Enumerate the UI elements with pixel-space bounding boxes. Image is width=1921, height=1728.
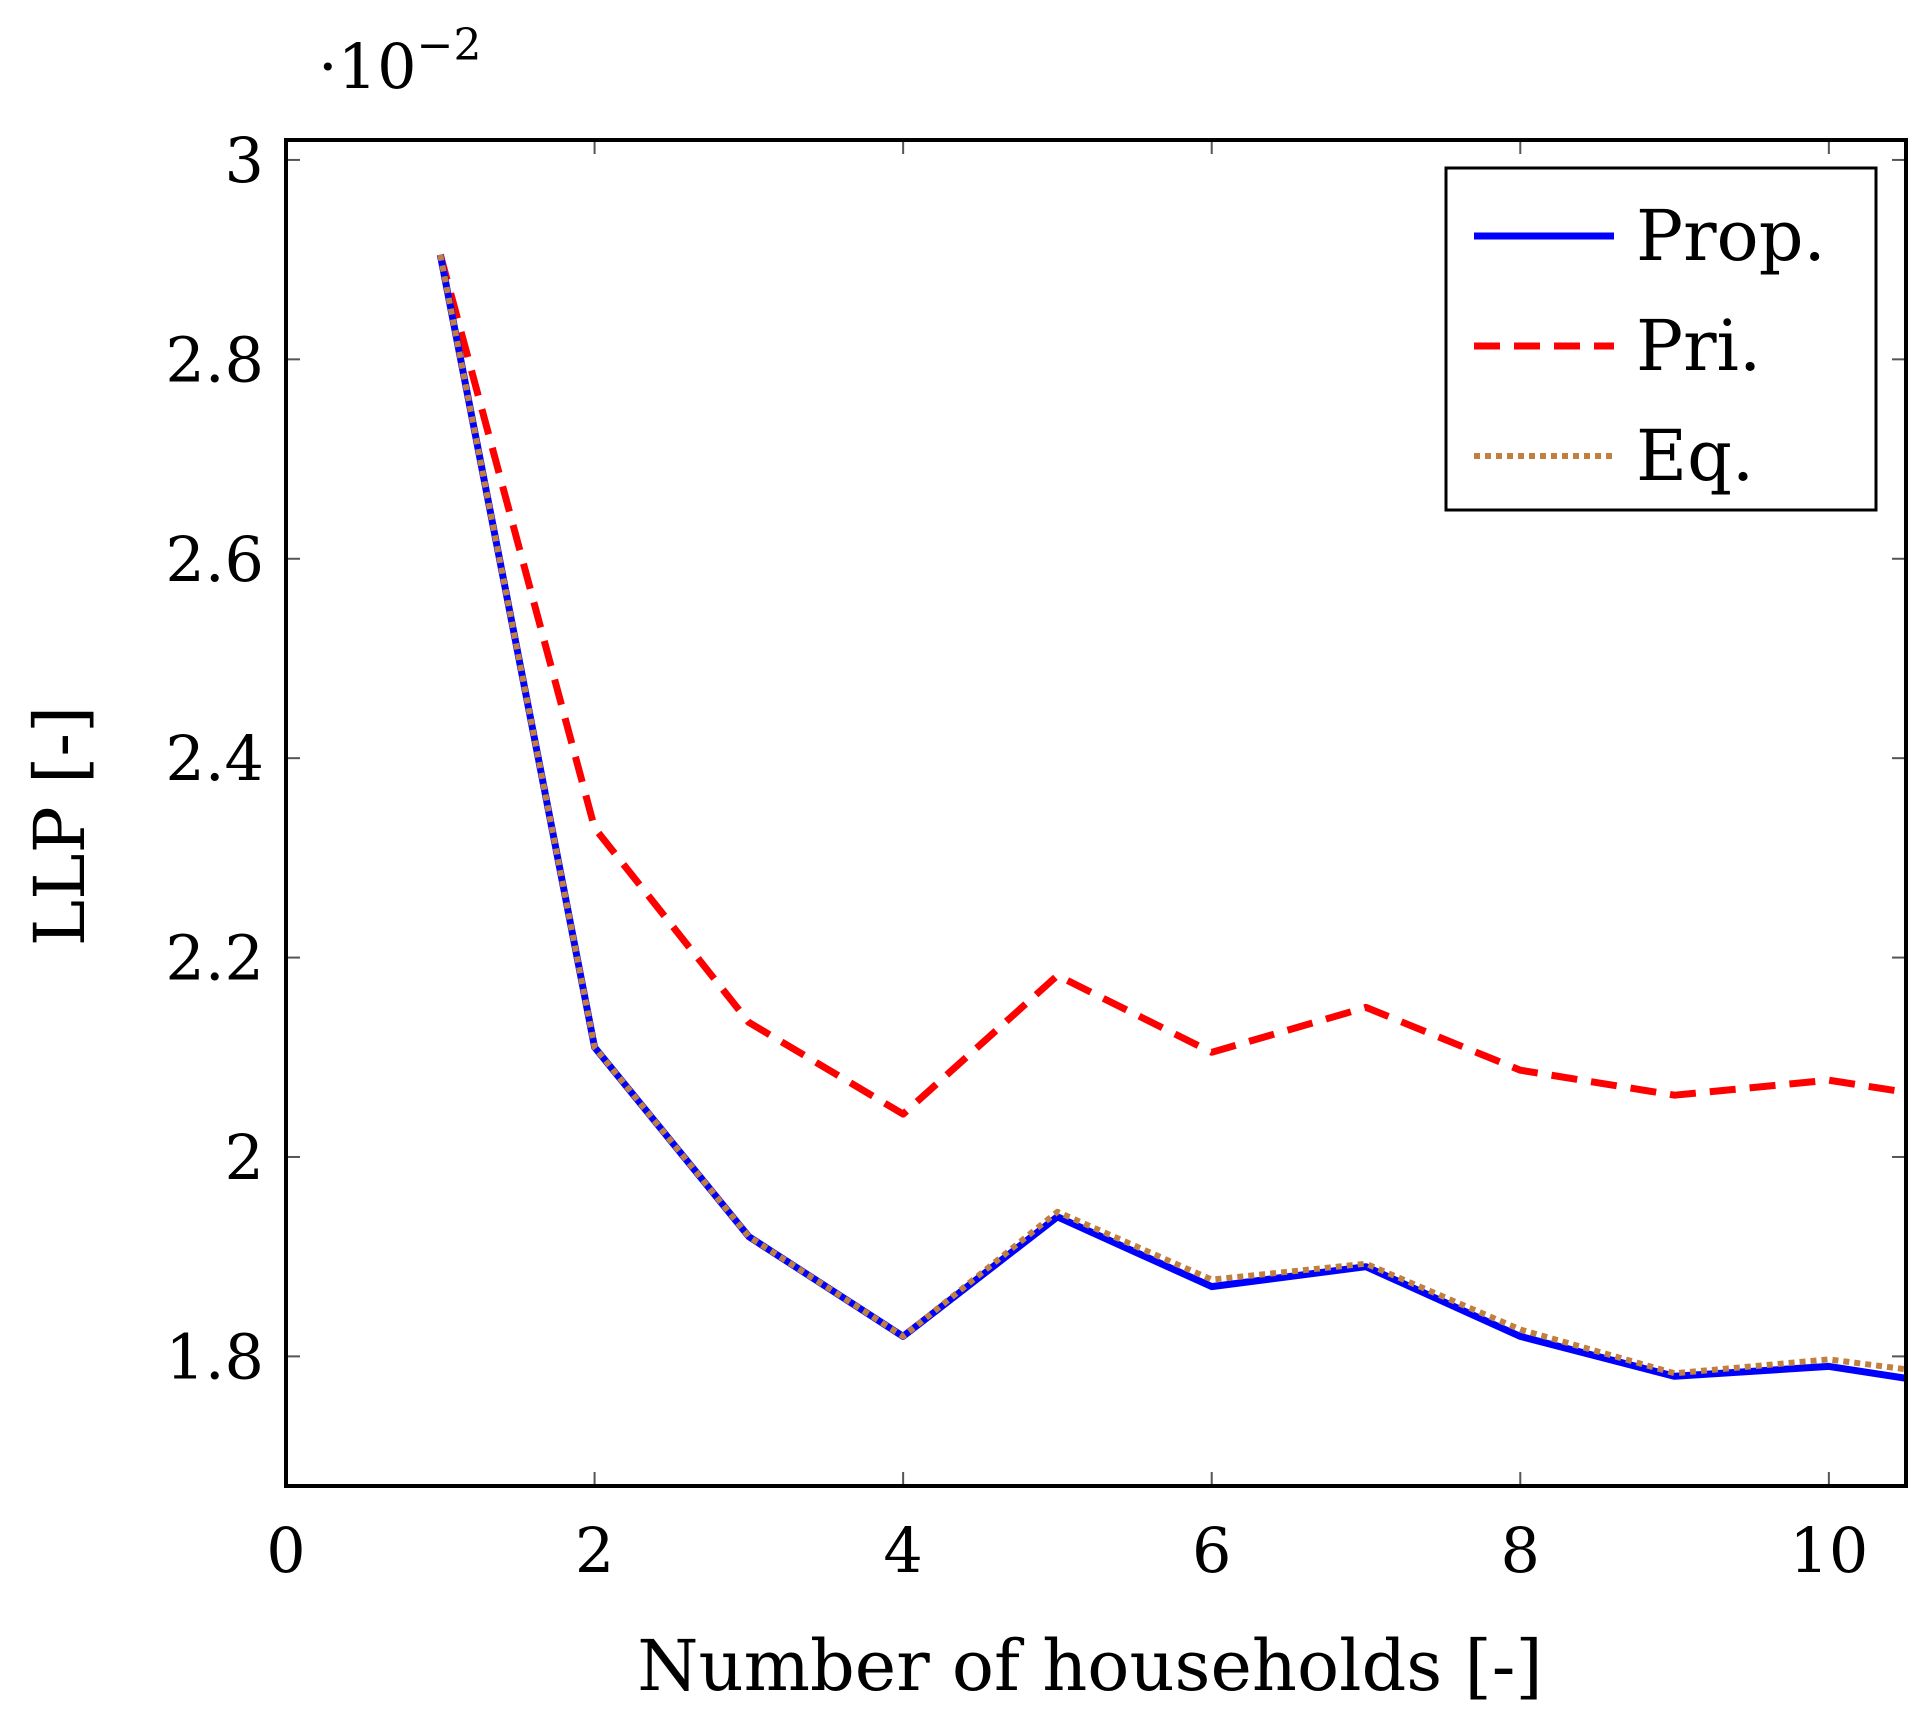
y-tick-label: 3	[225, 124, 264, 197]
y-tick-label: 2.4	[165, 722, 264, 795]
x-axis-label: Number of households [-]	[637, 1625, 1543, 1707]
legend: Prop. Pri. Eq.	[1444, 166, 1878, 512]
x-tick-label: 0	[266, 1514, 305, 1587]
y-tick-label: 2.6	[165, 523, 264, 596]
y-axis-label: LLP [-]	[19, 706, 101, 947]
legend-label: Prop.	[1636, 195, 1826, 277]
y-tick-label: 2.2	[165, 922, 264, 995]
x-tick-label: 8	[1501, 1514, 1540, 1587]
series-line-eq	[437, 254, 1907, 1377]
y-multiplier-exponent: −2	[417, 20, 482, 71]
x-tick-label: 6	[1192, 1514, 1231, 1587]
x-tick-label: 4	[883, 1514, 922, 1587]
y-multiplier-base: ·10	[318, 30, 417, 103]
legend-label: Eq.	[1636, 415, 1754, 497]
legend-box	[1444, 166, 1878, 512]
series-layer	[436, 253, 1907, 1382]
x-tick-label: 10	[1789, 1514, 1868, 1587]
legend-label: Pri.	[1636, 305, 1761, 387]
y-tick-label: 2	[225, 1121, 264, 1194]
x-tick-label: 2	[575, 1514, 614, 1587]
series-line-pri	[436, 253, 1907, 1118]
y-tick-label: 1.8	[165, 1320, 264, 1393]
plot-frame	[284, 138, 1908, 1488]
y-tick-label: 2.8	[165, 323, 264, 396]
y-multiplier: ·10−2	[318, 20, 481, 103]
tick-labels: 0 2 4 6 8 10 1.8 2 2.2 2.4 2.6 2.8 3	[165, 124, 1868, 1587]
axis-ticks	[285, 140, 1906, 1486]
